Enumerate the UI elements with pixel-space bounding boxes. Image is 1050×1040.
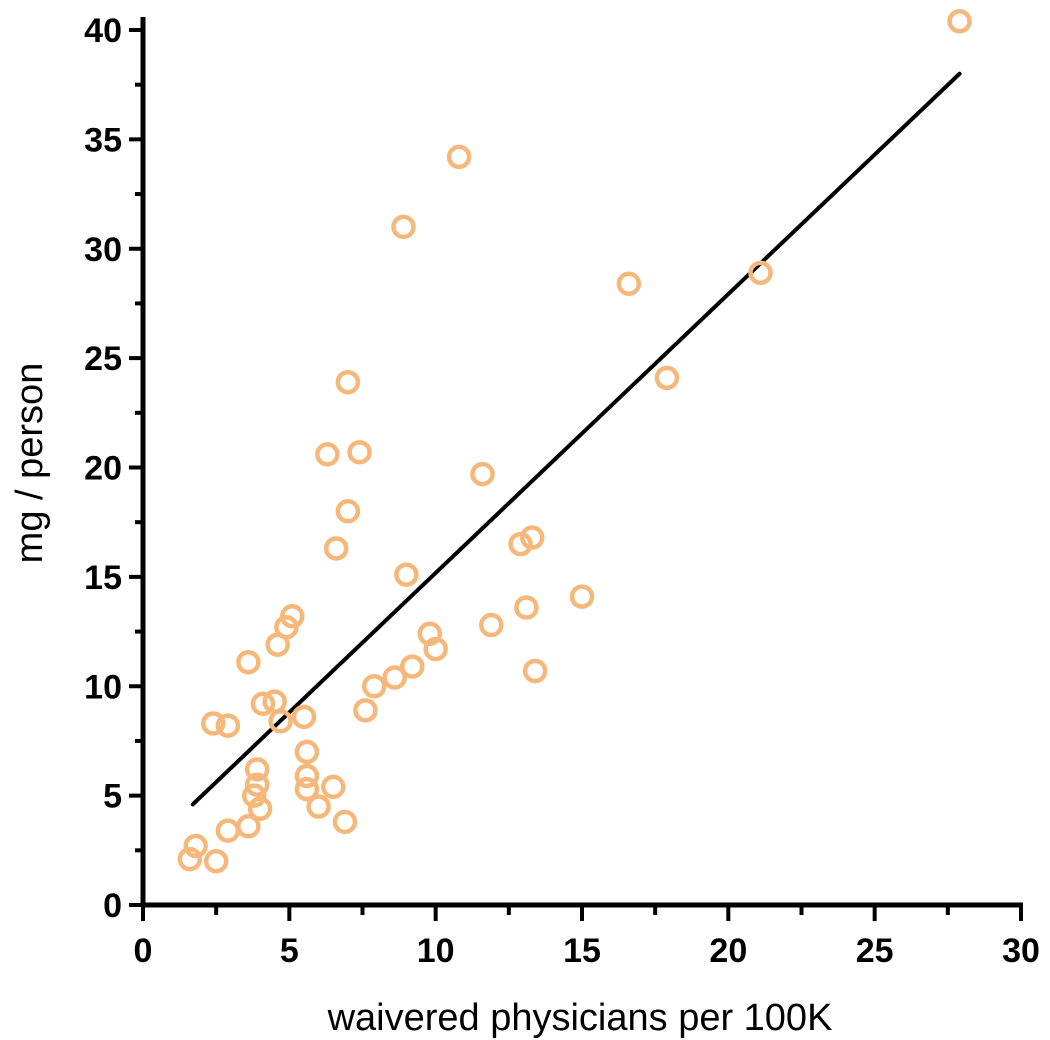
data-point bbox=[203, 849, 229, 874]
data-point bbox=[215, 818, 241, 843]
data-point bbox=[183, 833, 208, 859]
data-point bbox=[236, 649, 261, 675]
data-point bbox=[616, 271, 642, 296]
y-tick-label: 10 bbox=[84, 668, 122, 706]
y-tick-label: 0 bbox=[103, 887, 122, 925]
data-point bbox=[280, 604, 305, 629]
y-tick-label: 35 bbox=[84, 121, 122, 159]
data-point bbox=[394, 562, 419, 587]
data-point bbox=[335, 499, 361, 524]
data-point bbox=[294, 739, 320, 765]
y-tick-label: 20 bbox=[84, 450, 122, 488]
data-point bbox=[320, 774, 346, 800]
data-point bbox=[423, 636, 448, 662]
fit-line-group bbox=[190, 71, 962, 807]
data-point bbox=[519, 525, 545, 550]
data-point bbox=[177, 846, 203, 872]
fit-line bbox=[190, 71, 962, 807]
data-point bbox=[200, 711, 226, 736]
x-tick-label: 10 bbox=[417, 932, 455, 970]
x-tick-label: 15 bbox=[563, 932, 601, 970]
x-tick-label: 30 bbox=[1002, 932, 1040, 970]
axes bbox=[140, 17, 1023, 908]
x-tick-label: 20 bbox=[709, 932, 747, 970]
data-point bbox=[244, 772, 270, 797]
data-point bbox=[947, 9, 972, 34]
y-tick-label: 15 bbox=[84, 559, 122, 597]
data-point bbox=[382, 665, 407, 690]
data-point bbox=[294, 776, 320, 802]
data-point bbox=[323, 536, 349, 561]
data-points bbox=[177, 9, 972, 874]
data-point bbox=[569, 584, 595, 609]
y-tick-label: 5 bbox=[103, 778, 122, 816]
data-point bbox=[400, 654, 425, 679]
x-axis-title: waivered physicians per 100K bbox=[327, 997, 833, 1039]
data-point bbox=[250, 691, 276, 716]
x-tick-label: 0 bbox=[134, 932, 153, 970]
data-point bbox=[294, 763, 320, 789]
data-point bbox=[244, 757, 270, 782]
data-point bbox=[361, 674, 387, 699]
data-point bbox=[347, 439, 372, 465]
data-point bbox=[247, 796, 273, 821]
x-tick-label: 5 bbox=[280, 932, 299, 970]
data-point bbox=[748, 260, 773, 286]
data-point bbox=[654, 365, 680, 391]
data-point bbox=[306, 794, 331, 819]
data-point bbox=[446, 144, 472, 170]
y-tick-label: 40 bbox=[84, 12, 122, 50]
y-axis-title: mg / person bbox=[9, 363, 51, 564]
data-point bbox=[236, 814, 261, 839]
data-point bbox=[315, 442, 340, 467]
data-point bbox=[268, 709, 293, 734]
x-tick-label: 25 bbox=[856, 932, 894, 970]
y-tick-label: 25 bbox=[84, 340, 122, 378]
ticks: 0 5 10 15 20 25 30 0 5 10 15 20 25 30 35 40 bbox=[84, 12, 1040, 970]
data-point bbox=[391, 214, 416, 240]
data-point bbox=[241, 783, 267, 808]
data-point bbox=[353, 698, 378, 723]
data-point bbox=[514, 595, 539, 620]
data-point bbox=[332, 809, 358, 835]
data-point bbox=[335, 369, 361, 395]
y-tick-label: 30 bbox=[84, 231, 122, 269]
data-point bbox=[522, 658, 548, 684]
data-point bbox=[291, 704, 317, 730]
data-point bbox=[470, 461, 495, 487]
data-point bbox=[479, 612, 504, 638]
data-point bbox=[215, 713, 241, 738]
